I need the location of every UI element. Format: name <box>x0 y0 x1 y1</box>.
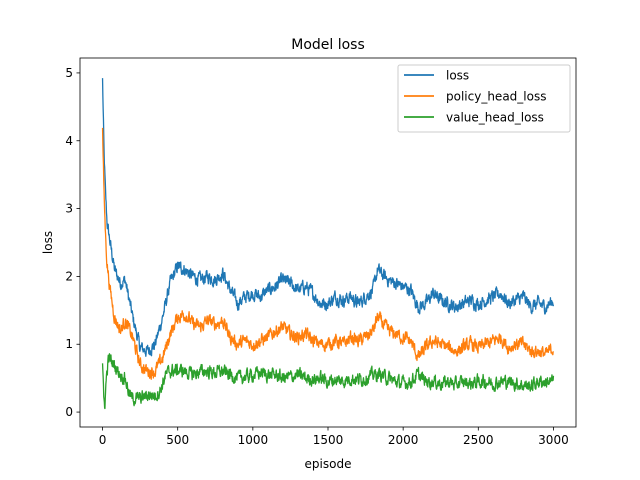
legend: loss policy_head_loss value_head_loss <box>397 64 571 133</box>
series-line-value-head-loss <box>101 353 555 410</box>
legend-label-value-head-loss: value_head_loss <box>446 111 544 125</box>
x-axis-ticks: 0 500 1000 1500 2000 2500 3000 <box>99 427 569 447</box>
y-tick-label: 3 <box>65 202 73 216</box>
series-line-policy-head-loss <box>101 127 554 380</box>
x-tick-label: 2500 <box>463 433 494 447</box>
series-line-loss <box>101 78 555 357</box>
y-tick-label: 1 <box>65 337 73 351</box>
chart-title: Model loss <box>291 37 365 53</box>
x-tick-label: 2000 <box>388 433 419 447</box>
y-tick-label: 2 <box>65 269 73 283</box>
x-axis-label: episode <box>305 457 352 471</box>
x-tick-label: 500 <box>166 433 189 447</box>
x-tick-label: 3000 <box>538 433 569 447</box>
y-tick-label: 0 <box>65 405 73 419</box>
x-tick-label: 1000 <box>238 433 269 447</box>
legend-label-policy-head-loss: policy_head_loss <box>446 90 546 104</box>
y-tick-label: 5 <box>65 66 73 80</box>
legend-box <box>397 64 571 133</box>
legend-label-loss: loss <box>446 69 469 83</box>
series-layer <box>101 78 555 410</box>
x-tick-label: 1500 <box>313 433 344 447</box>
y-tick-label: 4 <box>65 134 73 148</box>
y-axis-label: loss <box>41 231 55 254</box>
x-tick-label: 0 <box>99 433 107 447</box>
y-axis-ticks: 0 1 2 3 4 5 <box>65 66 80 419</box>
